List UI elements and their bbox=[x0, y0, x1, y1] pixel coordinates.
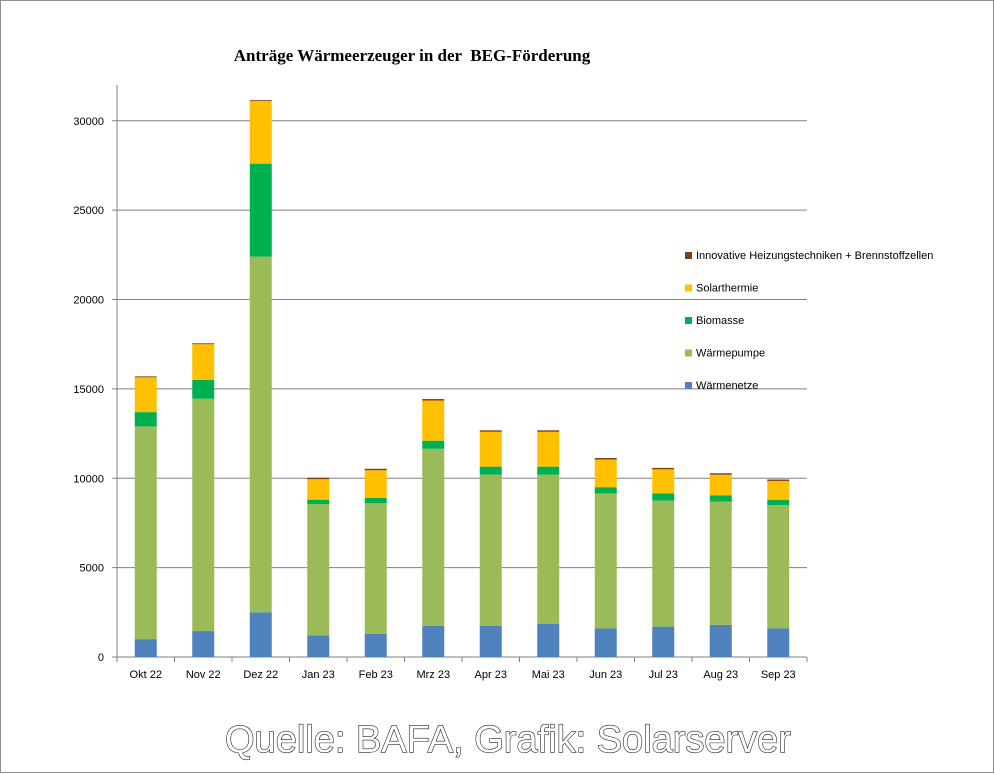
x-tick-label: Jul 23 bbox=[649, 669, 678, 681]
bar-segment bbox=[249, 100, 272, 102]
bar-segment bbox=[709, 501, 732, 625]
legend-swatch bbox=[685, 252, 692, 259]
bar-segment bbox=[767, 499, 790, 506]
bar-segment bbox=[134, 639, 157, 657]
bar-segment bbox=[249, 163, 272, 257]
bar-segment bbox=[422, 400, 445, 441]
bar-segment bbox=[594, 458, 617, 460]
bar-segment bbox=[537, 623, 560, 657]
legend-swatch bbox=[685, 382, 692, 389]
bar-segment bbox=[709, 474, 732, 496]
legend-label: Wärmenetze bbox=[696, 380, 758, 392]
bar-segment bbox=[594, 493, 617, 629]
bar-segment bbox=[652, 626, 675, 657]
bar-segment bbox=[192, 631, 215, 657]
x-tick-label: Nov 22 bbox=[186, 669, 221, 681]
bar-segment bbox=[594, 628, 617, 657]
bar-segment bbox=[364, 468, 387, 471]
y-tick-label: 15000 bbox=[73, 384, 104, 396]
x-tick-label: Mai 23 bbox=[532, 669, 565, 681]
y-tick-label: 20000 bbox=[73, 295, 104, 307]
x-tick-label: Mrz 23 bbox=[416, 669, 450, 681]
bar-segment bbox=[479, 431, 502, 467]
bar-segment bbox=[709, 624, 732, 657]
bar-segment bbox=[307, 499, 330, 505]
bar-segment bbox=[537, 474, 560, 624]
bar-segment bbox=[767, 505, 790, 629]
y-tick-label: 25000 bbox=[73, 205, 104, 217]
y-tick-label: 5000 bbox=[80, 563, 104, 575]
y-tick-label: 10000 bbox=[73, 473, 104, 485]
bar-segment bbox=[192, 398, 215, 632]
x-tick-label: Jun 23 bbox=[589, 669, 622, 681]
bar-segment bbox=[767, 628, 790, 657]
x-tick-label: Dez 22 bbox=[243, 669, 278, 681]
x-tick-label: Apr 23 bbox=[475, 669, 507, 681]
bar-segment bbox=[249, 256, 272, 613]
bar-segment bbox=[134, 426, 157, 640]
bar-segment bbox=[594, 487, 617, 494]
bar-segment bbox=[652, 467, 675, 470]
bar-segment bbox=[134, 412, 157, 427]
x-tick-label: Aug 23 bbox=[703, 669, 738, 681]
bar-segment bbox=[652, 500, 675, 627]
chart-title: Anträge Wärmeerzeuger in der BEG-Förderu… bbox=[234, 46, 591, 65]
bar-segment bbox=[134, 377, 157, 413]
bar-segment bbox=[422, 399, 445, 401]
x-tick-label: Okt 22 bbox=[130, 669, 162, 681]
legend-label: Biomasse bbox=[696, 315, 744, 327]
bar-segment bbox=[537, 466, 560, 475]
x-tick-label: Sep 23 bbox=[761, 669, 796, 681]
bar-segment bbox=[307, 635, 330, 657]
bar-segment bbox=[307, 477, 330, 480]
bar-segment bbox=[479, 625, 502, 657]
bar-segment bbox=[249, 101, 272, 164]
bar-segment bbox=[652, 493, 675, 501]
y-tick-label: 30000 bbox=[73, 116, 104, 128]
bar-segment bbox=[364, 497, 387, 504]
bar-segment bbox=[594, 459, 617, 488]
bar-segment bbox=[192, 344, 215, 380]
bar-segment bbox=[364, 503, 387, 634]
bar-segment bbox=[767, 480, 790, 500]
legend-label: Innovative Heizungstechniken + Brennstof… bbox=[696, 250, 933, 262]
bar-segment bbox=[249, 612, 272, 657]
bar-segment bbox=[709, 473, 732, 475]
y-tick-label: 0 bbox=[98, 652, 104, 664]
bar-segment bbox=[192, 379, 215, 399]
legend-label: Solarthermie bbox=[696, 283, 758, 295]
bar-segment bbox=[134, 376, 157, 378]
bar-segment bbox=[479, 466, 502, 475]
x-tick-label: Jan 23 bbox=[302, 669, 335, 681]
source-credit: Quelle: BAFA, Grafik: Solarserver bbox=[225, 719, 791, 761]
bar-segment bbox=[422, 440, 445, 449]
x-tick-label: Feb 23 bbox=[359, 669, 393, 681]
bar-segment bbox=[767, 479, 790, 481]
bar-segment bbox=[307, 504, 330, 636]
legend-swatch bbox=[685, 349, 692, 357]
bar-segment bbox=[709, 495, 732, 502]
bar-segment bbox=[537, 431, 560, 467]
bar-segment bbox=[364, 470, 387, 498]
bar-segment bbox=[479, 474, 502, 626]
bar-segment bbox=[537, 430, 560, 432]
bar-segment bbox=[422, 448, 445, 626]
bar-segment bbox=[652, 469, 675, 494]
bar-segment bbox=[364, 633, 387, 657]
legend-swatch bbox=[685, 317, 692, 324]
legend-swatch bbox=[685, 284, 692, 292]
bar-segment bbox=[479, 430, 502, 432]
bar-segment bbox=[307, 479, 330, 500]
legend-label: Wärmepumpe bbox=[696, 348, 765, 360]
bar-segment bbox=[192, 343, 215, 345]
bar-segment bbox=[422, 625, 445, 657]
